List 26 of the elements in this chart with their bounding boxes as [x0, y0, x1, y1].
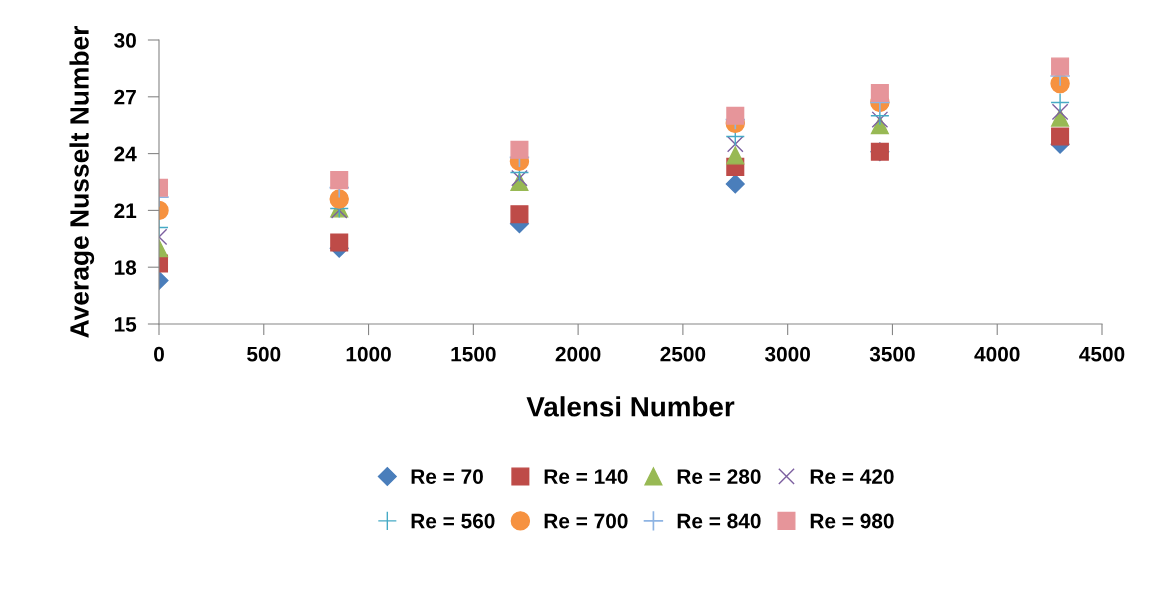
x-tick-label: 1500: [451, 346, 496, 362]
legend-label: Re = 700: [544, 513, 628, 529]
x-tick-label: 4500: [1079, 346, 1125, 362]
y-tick-label: 21: [114, 203, 137, 218]
legend-label: Re = 980: [810, 513, 894, 529]
x-tick-label: 500: [247, 346, 281, 362]
x-tick-label: 0: [154, 346, 164, 362]
x-tick-label: 4000: [974, 346, 1020, 362]
x-tick-label: 1000: [346, 346, 391, 362]
x-tick-label: 3000: [764, 346, 810, 362]
legend-label: Re = 140: [544, 469, 628, 484]
x-axis-title: Valensi Number: [526, 396, 735, 417]
y-tick-label: 30: [114, 33, 136, 48]
legend-label: Re = 70: [411, 469, 483, 484]
x-tick-label: 2000: [555, 346, 601, 362]
y-axis-title: Average Nusselt Number: [69, 25, 95, 338]
y-tick-label: 18: [114, 260, 137, 275]
y-tick-label: 24: [114, 146, 137, 162]
legend-label: Re = 840: [677, 513, 761, 529]
y-tick-label: 15: [114, 317, 137, 332]
legend-label: Re = 560: [411, 513, 495, 529]
legend-label: Re = 280: [677, 469, 761, 484]
legend-label: Re = 420: [810, 469, 894, 484]
x-tick-label: 3500: [869, 346, 915, 362]
y-tick-label: 27: [114, 89, 136, 105]
x-tick-label: 2500: [660, 346, 706, 362]
